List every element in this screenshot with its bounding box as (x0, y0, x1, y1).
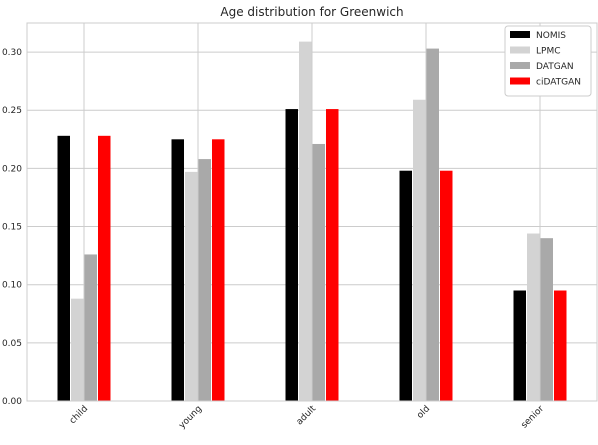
chart-title: Age distribution for Greenwich (220, 5, 403, 19)
bar-cidatgan-senior (554, 290, 567, 401)
bar-lpmc-senior (527, 233, 540, 401)
y-tick-label: 0.10 (2, 281, 22, 291)
bar-cidatgan-adult (326, 109, 339, 402)
bar-nomis-adult (285, 109, 298, 402)
gridlines (27, 23, 597, 402)
bar-datgan-young (198, 159, 211, 401)
legend-swatch (510, 31, 530, 38)
bar-datgan-senior (540, 238, 553, 401)
bar-cidatgan-old (440, 170, 453, 401)
bar-nomis-old (399, 170, 412, 401)
y-tick-label: 0.30 (2, 48, 22, 58)
bar-datgan-old (426, 48, 439, 401)
y-tick-label: 0.20 (2, 164, 22, 174)
legend-swatch (510, 46, 530, 54)
bar-lpmc-young (185, 171, 198, 401)
bar-lpmc-adult (299, 41, 312, 402)
bar-cidatgan-young (212, 139, 225, 402)
legend-label: NOMIS (536, 31, 566, 41)
legend-swatch (510, 77, 530, 85)
bar-nomis-senior (513, 290, 526, 401)
bar-datgan-child (84, 254, 97, 401)
bar-lpmc-child (71, 298, 84, 401)
plot-area-frame (26, 22, 598, 402)
legend: NOMIS LPMC DATGAN ciDATGAN (504, 25, 592, 97)
bar-lpmc-old (413, 99, 426, 402)
y-tick-label: 0.00 (2, 397, 22, 407)
legend-label: LPMC (536, 47, 561, 57)
legend-label: DATGAN (536, 62, 574, 72)
y-tick-label: 0.25 (2, 106, 22, 116)
y-tick-label: 0.15 (2, 223, 22, 233)
bar-nomis-young (171, 139, 184, 402)
bars (57, 41, 567, 402)
legend-swatch (510, 62, 530, 69)
bar-cidatgan-child (98, 135, 111, 401)
bar-nomis-child (57, 135, 70, 401)
y-tick-label: 0.05 (2, 339, 22, 349)
y-axis-ticks: 0.00 0.05 0.10 0.15 0.20 0.25 0.30 (2, 48, 22, 407)
bar-datgan-adult (312, 143, 325, 401)
legend-label: ciDATGAN (536, 78, 581, 88)
